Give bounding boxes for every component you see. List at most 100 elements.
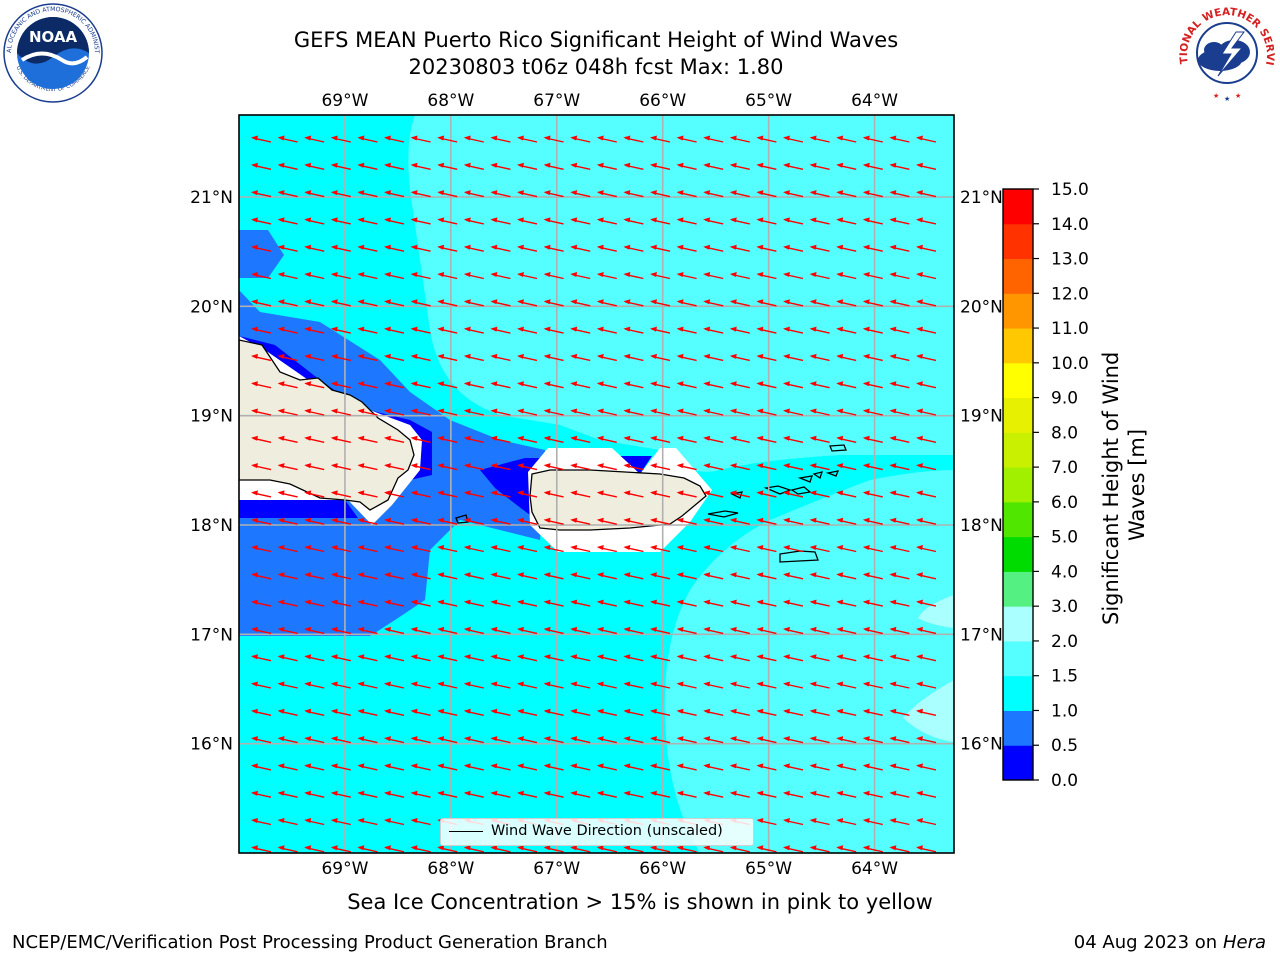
wave-direction-arrow xyxy=(570,572,591,580)
colorbar-segment xyxy=(1003,710,1033,746)
wave-direction-arrow xyxy=(357,244,378,252)
lat-tick-label: 18°N xyxy=(190,516,233,536)
wave-direction-arrow xyxy=(543,326,564,334)
wave-direction-arrow xyxy=(410,408,431,416)
wave-direction-arrow xyxy=(623,545,644,553)
wave-direction-arrow xyxy=(889,845,910,853)
wave-direction-arrow xyxy=(809,190,830,198)
wave-direction-arrow xyxy=(596,763,617,771)
wave-direction-arrow xyxy=(889,381,910,389)
wave-direction-arrow xyxy=(517,708,538,716)
wave-direction-arrow xyxy=(251,299,272,307)
wave-direction-arrow xyxy=(623,244,644,252)
lon-tick-label: 64°W xyxy=(851,91,898,111)
wave-direction-arrow xyxy=(783,626,804,635)
wave-direction-arrow xyxy=(490,244,511,252)
wave-direction-arrow xyxy=(330,435,351,443)
wave-direction-arrow xyxy=(623,845,644,853)
wave-direction-arrow xyxy=(889,790,910,798)
wave-direction-arrow xyxy=(623,736,644,744)
wave-direction-arrow xyxy=(809,299,830,307)
wave-direction-arrow xyxy=(410,326,431,334)
colorbar-segment xyxy=(1003,223,1033,260)
wave-direction-arrow xyxy=(729,517,750,525)
wave-direction-arrow xyxy=(676,463,697,471)
wave-direction-arrow xyxy=(490,517,511,525)
colorbar-tick-label: 15.0 xyxy=(1051,180,1089,200)
wave-direction-arrow xyxy=(277,708,298,716)
wave-direction-arrow xyxy=(384,681,405,689)
wave-direction-arrow xyxy=(703,217,724,225)
wave-direction-arrow xyxy=(543,572,564,580)
wave-direction-arrow xyxy=(384,435,405,443)
wave-direction-arrow xyxy=(543,736,564,744)
wave-direction-arrow xyxy=(437,326,458,334)
wave-direction-arrow xyxy=(330,135,351,143)
wave-direction-arrow xyxy=(756,763,777,771)
colorbar-tick-label: 7.0 xyxy=(1051,458,1078,478)
wave-direction-arrow xyxy=(596,353,617,362)
wave-direction-arrow xyxy=(251,490,272,498)
wave-direction-arrow xyxy=(357,463,378,471)
wave-direction-arrow xyxy=(916,463,937,471)
wave-direction-arrow xyxy=(729,490,750,498)
colorbar-tick-label: 3.0 xyxy=(1051,597,1078,617)
wave-direction-arrow xyxy=(596,381,617,389)
wave-direction-arrow xyxy=(650,408,671,416)
wave-direction-arrow xyxy=(889,681,910,689)
wave-direction-arrow xyxy=(889,272,910,280)
wave-direction-arrow xyxy=(756,463,777,471)
wave-direction-arrow xyxy=(676,626,697,635)
wave-direction-arrow xyxy=(570,681,591,689)
wave-direction-arrow xyxy=(517,353,538,362)
wave-direction-arrow xyxy=(756,299,777,307)
wave-direction-arrow xyxy=(543,408,564,416)
wave-direction-arrow xyxy=(384,217,405,225)
wave-direction-arrow xyxy=(729,790,750,798)
wave-direction-arrow xyxy=(384,845,405,853)
svg-text:★: ★ xyxy=(1224,95,1230,103)
wave-direction-arrow xyxy=(889,299,910,307)
wave-direction-arrow xyxy=(490,190,511,198)
wave-direction-arrow xyxy=(623,272,644,280)
wave-direction-arrow xyxy=(836,763,857,771)
wave-direction-arrow xyxy=(277,736,298,744)
wave-direction-arrow xyxy=(463,654,484,662)
wave-direction-arrow xyxy=(463,736,484,744)
wave-direction-arrow xyxy=(357,353,378,362)
wave-direction-arrow xyxy=(676,326,697,334)
wave-direction-arrow xyxy=(570,490,591,498)
colorbar-segment xyxy=(1003,397,1033,433)
wave-direction-arrow xyxy=(490,272,511,280)
wave-direction-arrow xyxy=(862,381,883,389)
wave-direction-arrow xyxy=(304,681,325,689)
wave-direction-arrow xyxy=(410,190,431,198)
wave-direction-arrow xyxy=(277,244,298,252)
wave-direction-arrow xyxy=(756,626,777,635)
wave-direction-arrow xyxy=(596,681,617,689)
wave-direction-arrow xyxy=(916,708,937,716)
wave-direction-arrow xyxy=(517,572,538,580)
wave-direction-arrow xyxy=(809,463,830,471)
wave-direction-arrow xyxy=(862,654,883,662)
wave-direction-arrow xyxy=(277,353,298,362)
wave-direction-arrow xyxy=(889,244,910,252)
wave-direction-arrow xyxy=(703,517,724,525)
wave-direction-arrow xyxy=(490,353,511,362)
wave-direction-arrow xyxy=(251,272,272,280)
wave-direction-arrow xyxy=(623,353,644,362)
wave-direction-arrow xyxy=(729,190,750,198)
wave-direction-arrow xyxy=(916,790,937,798)
wave-direction-arrow xyxy=(596,572,617,580)
wave-direction-arrow xyxy=(836,190,857,198)
wave-direction-arrow xyxy=(410,845,431,853)
wave-direction-arrow xyxy=(729,217,750,225)
wave-direction-arrow xyxy=(676,845,697,853)
colorbar-tick-label: 8.0 xyxy=(1051,423,1078,443)
wave-direction-arrow xyxy=(650,572,671,580)
wave-direction-arrow xyxy=(463,517,484,525)
wave-direction-arrow xyxy=(756,190,777,198)
wave-direction-arrow xyxy=(623,572,644,580)
wave-direction-arrow xyxy=(836,135,857,143)
wave-direction-arrow xyxy=(809,326,830,334)
